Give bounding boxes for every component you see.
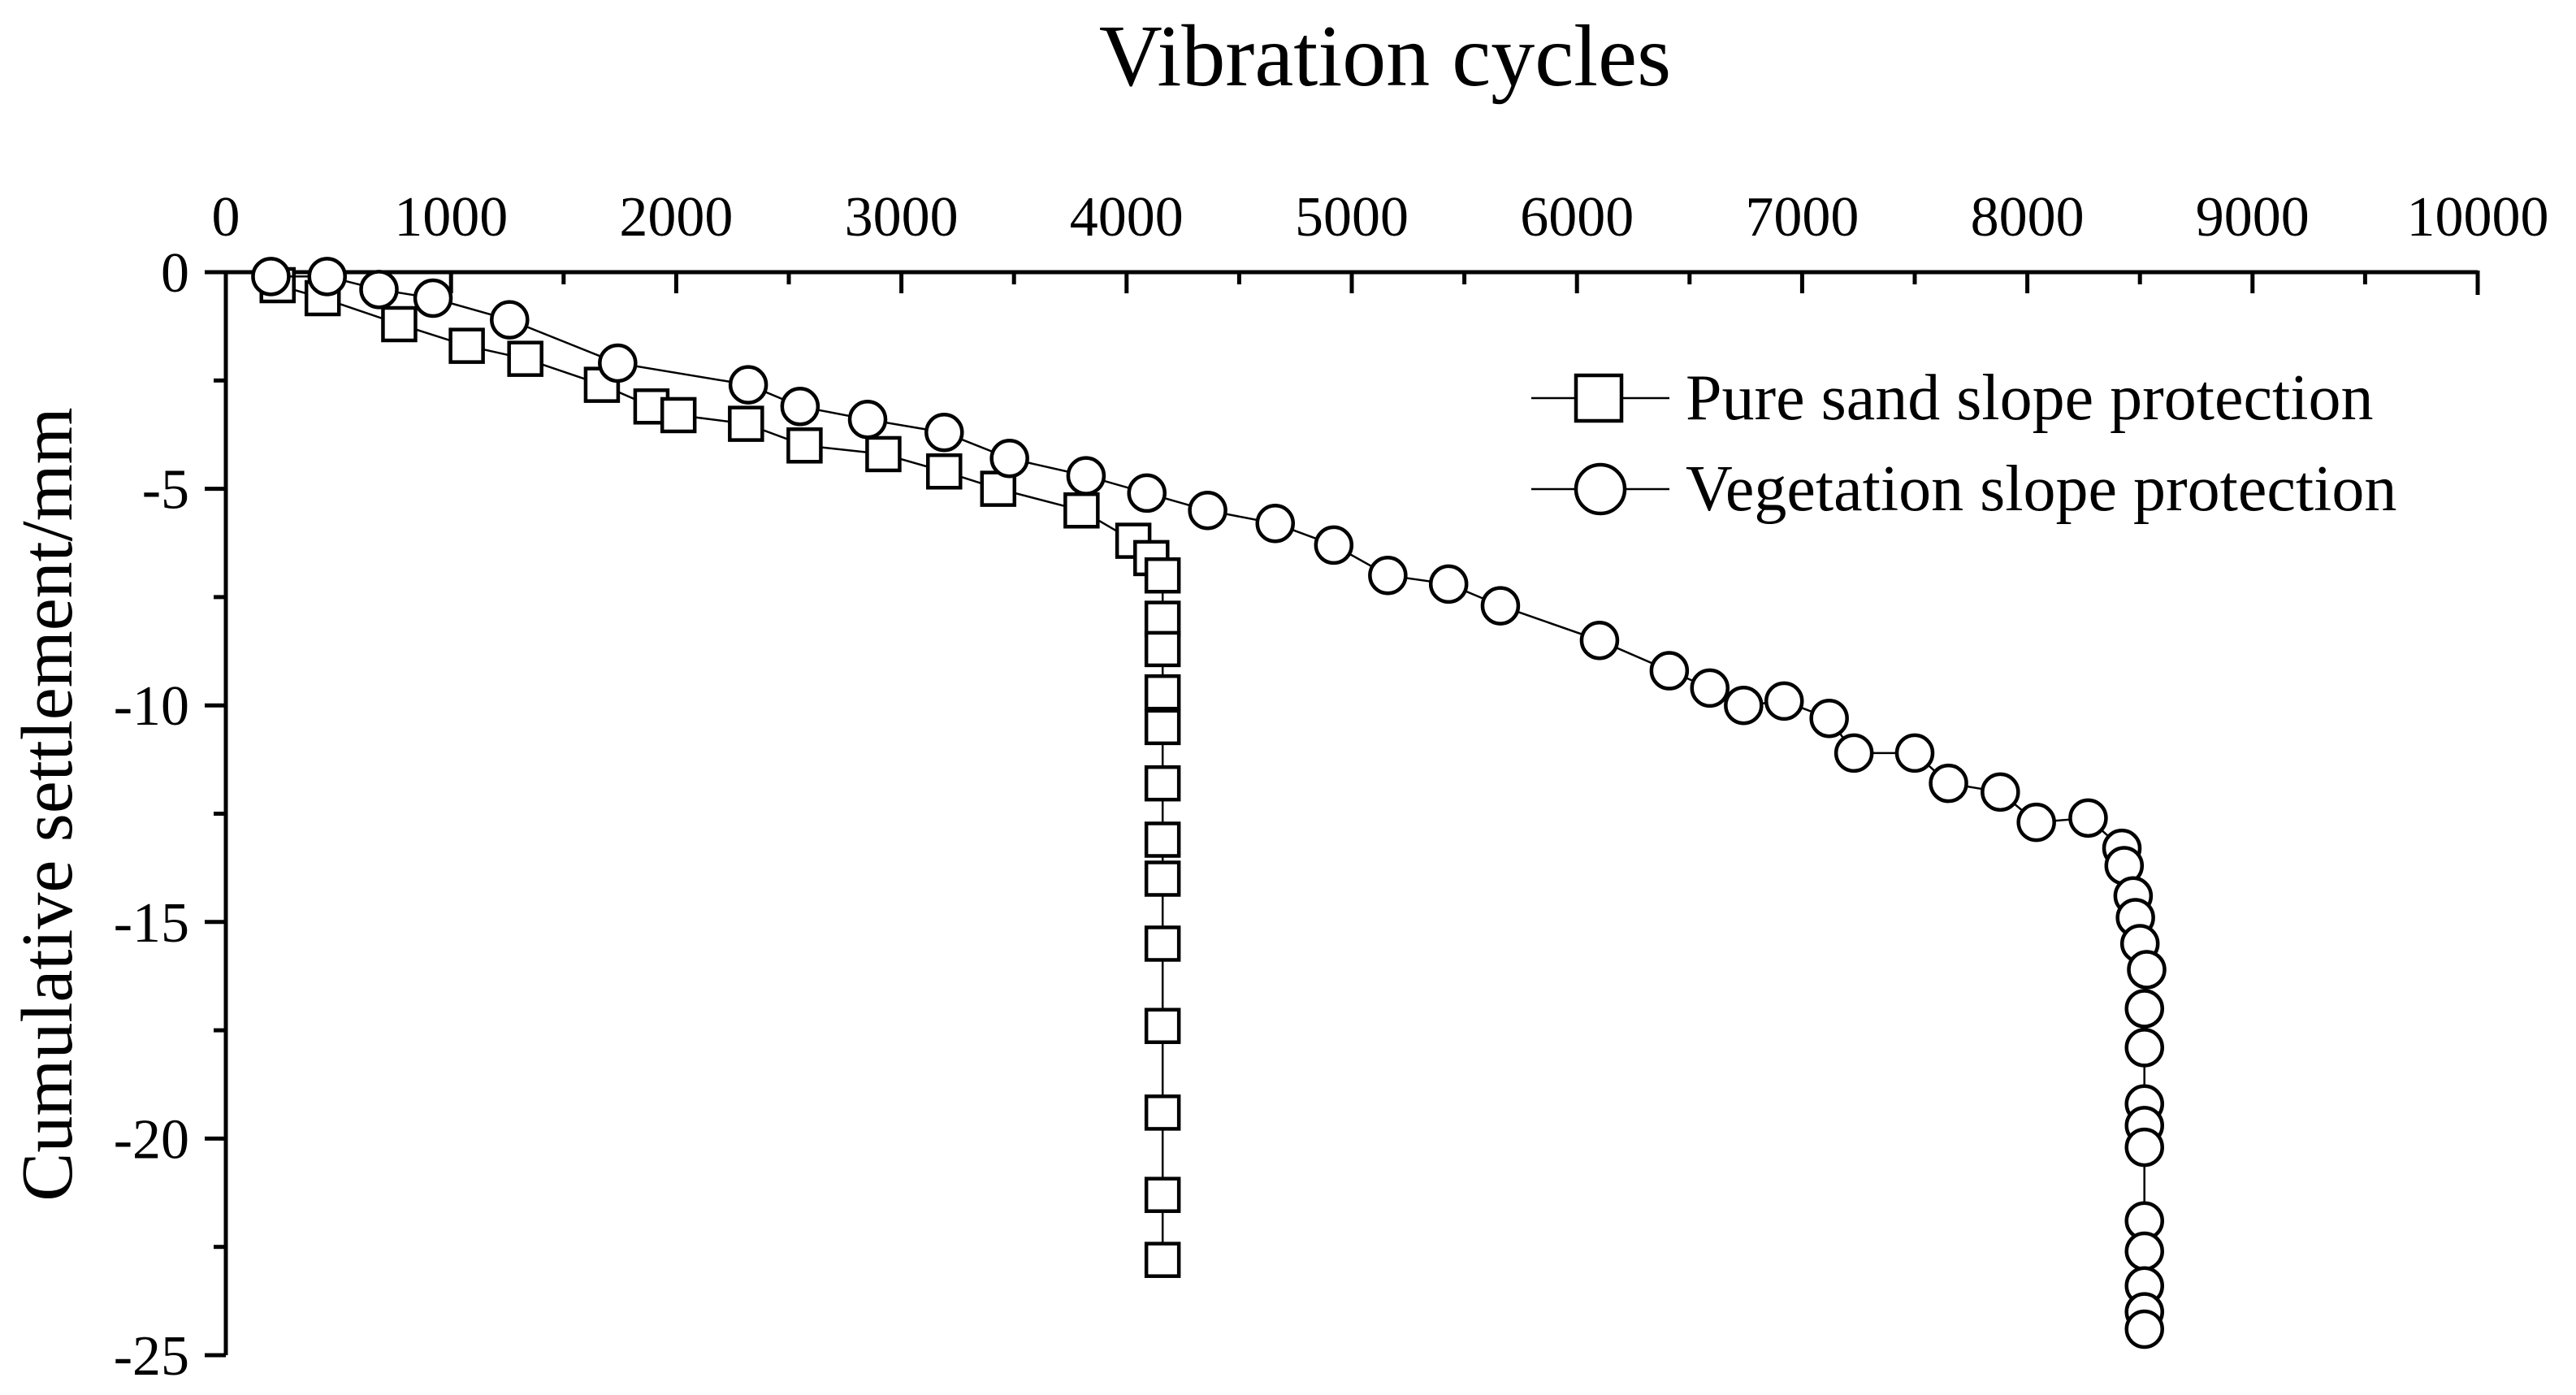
data-point (381, 305, 418, 343)
data-point (2124, 1127, 2164, 1168)
data-point (1690, 668, 1730, 708)
data-point (1127, 473, 1167, 513)
data-point (598, 343, 638, 383)
y-tick-label: -10 (114, 675, 189, 738)
series-1 (251, 257, 2167, 1350)
y-tick-label: 0 (161, 242, 189, 305)
data-point (1144, 1094, 1181, 1131)
axes: 0 1000 2000 3000 4000 5000 6000 7000 8000 9000 100… (114, 186, 2549, 1388)
data-point (413, 278, 453, 318)
data-point (1480, 586, 1521, 626)
data-point (2016, 802, 2056, 843)
y-tick-label: -25 (114, 1325, 189, 1388)
x-tick-label: 1000 (394, 186, 508, 249)
data-point (1981, 772, 2020, 812)
x-tick-label: 4000 (1070, 186, 1184, 249)
data-point (2124, 1309, 2164, 1350)
data-point (1144, 821, 1181, 858)
x-tick-label: 0 (212, 186, 240, 249)
data-point (1144, 1241, 1181, 1278)
y-tick-label: -5 (142, 459, 189, 522)
data-point (924, 413, 964, 453)
data-point (448, 327, 485, 364)
data-point (1144, 557, 1181, 594)
data-point (1764, 681, 1804, 721)
data-point (1894, 733, 1935, 773)
data-point (1066, 456, 1106, 496)
data-point (1144, 860, 1181, 897)
x-tick-label: 10000 (2407, 186, 2549, 249)
data-point (2127, 950, 2167, 990)
data-point (1579, 620, 1620, 661)
data-point (1144, 1176, 1181, 1213)
data-point (1144, 765, 1181, 802)
data-point (2068, 798, 2108, 838)
series-layer (251, 257, 2167, 1350)
legend-label: Pure sand slope protection (1686, 362, 2373, 434)
x-tick-label: 7000 (1745, 186, 1859, 249)
data-point (1063, 492, 1100, 529)
data-point (1188, 491, 1227, 531)
legend-marker (1574, 462, 1627, 516)
x-tick-label: 2000 (619, 186, 733, 249)
y-axis-title: Cumulative settlement/mm (7, 407, 88, 1201)
data-point (1255, 504, 1296, 544)
legend: Pure sand slope protection Vegetation slo… (1531, 362, 2396, 525)
x-tick-label: 8000 (1971, 186, 2085, 249)
data-point (786, 427, 823, 464)
legend-label: Vegetation slope protection (1686, 453, 2396, 525)
data-point (989, 439, 1029, 479)
data-point (660, 396, 697, 434)
data-point (1809, 698, 1849, 739)
data-point (1724, 685, 1764, 726)
data-point (1144, 1007, 1181, 1045)
series-0 (259, 266, 1181, 1278)
data-point (1144, 708, 1181, 746)
x-axis-title: Vibration cycles (1099, 8, 1671, 105)
data-point (2124, 1028, 2164, 1068)
x-tick-label: 5000 (1295, 186, 1409, 249)
data-point (251, 257, 291, 297)
data-point (1144, 925, 1181, 962)
x-tick-label: 3000 (845, 186, 959, 249)
series-line (277, 284, 1164, 1260)
data-point (728, 365, 768, 405)
data-point (2124, 989, 2164, 1029)
data-point (1144, 630, 1181, 668)
data-point (359, 270, 399, 310)
x-tick-label: 9000 (2196, 186, 2310, 249)
data-point (865, 435, 902, 473)
data-point (1368, 555, 1408, 596)
data-point (1144, 600, 1181, 637)
series-line (271, 275, 2148, 1329)
data-point (490, 300, 530, 340)
legend-marker (1574, 373, 1624, 423)
data-point (2124, 1231, 2164, 1272)
data-point (728, 405, 764, 442)
data-point (307, 257, 347, 297)
data-point (847, 400, 888, 440)
y-tick-label: -20 (114, 1108, 189, 1171)
data-point (1314, 525, 1354, 565)
data-point (1649, 651, 1690, 691)
data-point (507, 340, 543, 377)
data-point (1144, 674, 1181, 711)
data-point (1929, 763, 1968, 804)
data-point (780, 387, 820, 427)
data-point (1834, 733, 1874, 773)
x-tick-label: 6000 (1520, 186, 1634, 249)
y-tick-label: -15 (114, 892, 189, 955)
data-point (1428, 564, 1469, 604)
data-point (926, 453, 963, 490)
